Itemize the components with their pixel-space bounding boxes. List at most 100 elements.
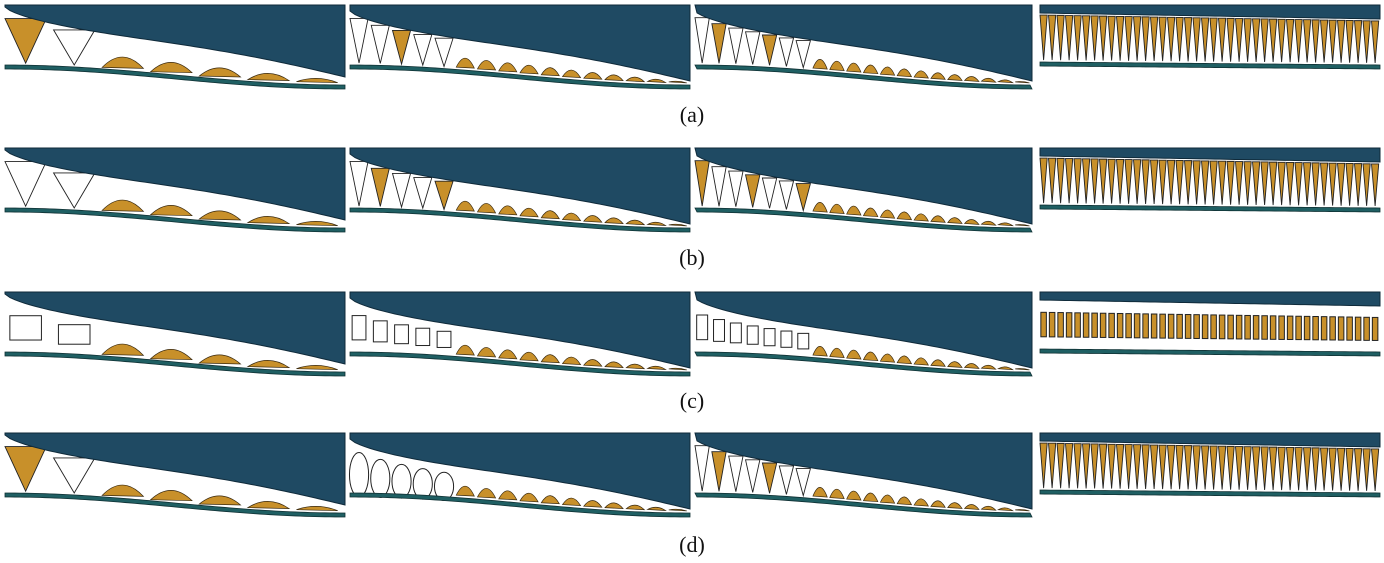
crushed-cell [626, 364, 644, 369]
cell [1279, 316, 1285, 339]
cell [1304, 163, 1311, 206]
cell [1355, 317, 1361, 340]
cell [1219, 446, 1226, 489]
crushed-cell [541, 68, 559, 76]
crushed-cell [914, 499, 928, 506]
crushed-cell [897, 212, 911, 220]
cell [746, 175, 760, 208]
simulation-panel [350, 148, 690, 232]
cell [1125, 160, 1132, 204]
cell [1211, 315, 1217, 339]
cell [697, 315, 708, 340]
cell [1372, 317, 1378, 340]
crushed-cell [648, 366, 666, 369]
cell [1296, 316, 1302, 339]
cell [1202, 315, 1208, 339]
cell [1295, 163, 1302, 206]
cell [1270, 447, 1277, 490]
crushed-cell [456, 486, 474, 496]
cell [1261, 19, 1268, 62]
cell [1142, 160, 1149, 204]
cell [1168, 17, 1175, 61]
caption: (a) [680, 102, 704, 127]
cell [392, 464, 411, 498]
cell [1363, 449, 1370, 491]
cell [1372, 449, 1379, 491]
crushed-cell [981, 221, 995, 225]
cell [712, 24, 726, 64]
cell [1049, 443, 1056, 488]
cell [796, 184, 810, 211]
crushed-cell [931, 73, 945, 80]
crushed-cell [605, 75, 623, 81]
crushed-cell [478, 60, 496, 70]
simulation-panel [1040, 433, 1380, 497]
crushed-cell [456, 58, 474, 68]
crushed-cell [998, 80, 1012, 83]
cell [1236, 315, 1242, 339]
crushed-cell [248, 360, 289, 367]
cell [1066, 444, 1073, 489]
cell [1210, 161, 1217, 204]
cell [1117, 313, 1123, 337]
crushed-cell [981, 506, 995, 510]
crushed-cell [830, 204, 844, 213]
cell [730, 323, 741, 343]
cell [1108, 16, 1115, 60]
crushed-cell [296, 221, 337, 225]
cell [1159, 445, 1166, 489]
crushed-cell [864, 65, 878, 74]
cell [1185, 18, 1192, 62]
cell [1253, 316, 1259, 340]
simulation-panel [350, 292, 690, 376]
cell [762, 35, 776, 65]
cell [1193, 161, 1200, 205]
cell [1091, 16, 1098, 61]
crushed-cell [626, 77, 644, 82]
cell [1372, 164, 1379, 206]
crushed-cell [605, 503, 623, 509]
simulation-panel [1040, 5, 1380, 69]
cell [1210, 446, 1217, 489]
crushed-cell [248, 216, 289, 223]
caption: (c) [680, 388, 704, 413]
crushed-cell [880, 354, 894, 362]
cell [1083, 313, 1089, 337]
cell [714, 320, 725, 342]
cell [796, 41, 810, 68]
cell [1227, 18, 1234, 61]
cell [1278, 162, 1285, 205]
cell [1278, 19, 1285, 62]
crushed-cell [948, 75, 962, 81]
cell [1142, 17, 1149, 61]
cell [729, 171, 743, 207]
crushed-cell [864, 208, 878, 217]
crushed-cell [296, 78, 337, 82]
cell [1057, 158, 1064, 203]
crushed-cell [669, 509, 687, 511]
cell [1261, 162, 1268, 205]
cell [1270, 19, 1277, 62]
cell [1261, 447, 1268, 490]
crushed-cell [948, 362, 962, 368]
cell [371, 168, 389, 206]
simulation-panel [1040, 292, 1380, 356]
cell [796, 469, 810, 496]
cell [1338, 163, 1345, 205]
crushed-cell [813, 59, 827, 69]
cell [1151, 160, 1158, 204]
cell [1304, 20, 1311, 63]
cell [1193, 446, 1200, 490]
crushed-cell [914, 71, 928, 78]
cell [1346, 163, 1353, 205]
cell [373, 321, 387, 342]
simulation-panel [350, 5, 690, 89]
cell [1159, 160, 1166, 204]
crushed-cell [914, 358, 928, 365]
cell [1228, 315, 1234, 339]
cell [1083, 444, 1090, 489]
crushed-cell [499, 350, 517, 359]
crushed-cell [499, 63, 517, 72]
cell [1227, 161, 1234, 204]
cell [1108, 444, 1115, 488]
